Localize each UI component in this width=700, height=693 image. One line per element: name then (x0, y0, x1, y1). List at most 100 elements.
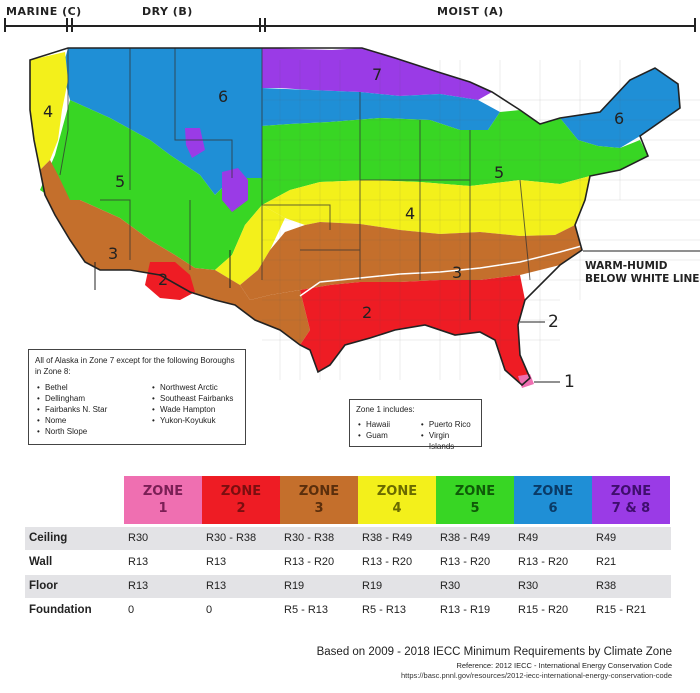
zone-label: 3 (108, 244, 118, 263)
table-cell: R49 (518, 532, 539, 544)
climate-bar-tick (264, 18, 266, 32)
zone-label: 2 (158, 270, 168, 289)
table-cell: R13 - R19 (440, 604, 491, 616)
zone-5-band (40, 100, 648, 270)
table-cell: R5 - R13 (284, 604, 329, 616)
table-cell: 0 (206, 604, 213, 616)
row-label: Foundation (29, 604, 92, 616)
table-cell: R30 (518, 580, 539, 592)
zone-header-title: ZONE (610, 484, 652, 499)
zone-header-number: 7 & 8 (611, 501, 651, 516)
zone-header-title: ZONE (376, 484, 418, 499)
zone-header-number: 2 (236, 501, 246, 516)
zone-header-2: ZONE 2 (202, 476, 280, 524)
borough-item: Bethel (37, 382, 150, 393)
borough-item: Wade Hampton (152, 404, 233, 415)
table-cell: R21 (596, 556, 617, 568)
zone-2-south (300, 275, 530, 385)
zone-header-number: 1 (158, 501, 168, 516)
zone-header-title: ZONE (454, 484, 496, 499)
zone-label: 6 (614, 109, 624, 128)
zone-label: 6 (218, 87, 228, 106)
us-outline (29, 47, 681, 387)
borough-item: North Slope (37, 426, 150, 437)
table-cell: 0 (128, 604, 135, 616)
table-cell: R13 (206, 580, 227, 592)
dry-label: DRY (B) (142, 5, 193, 18)
zone-7-pocket (222, 168, 248, 212)
territory-item: Puerto Rico (421, 419, 475, 430)
zone-header-title: ZONE (532, 484, 574, 499)
borough-item: Fairbanks N. Star (37, 404, 150, 415)
warm-humid-label: WARM-HUMID BELOW WHITE LINE (585, 260, 699, 286)
zone-header-1: ZONE 1 (124, 476, 202, 524)
zone-4-marine (30, 52, 68, 170)
warm-humid-line1: WARM-HUMID (585, 260, 668, 272)
table-row: Foundation 0 0 R5 - R13 R5 - R13 R13 - R19 R15… (25, 599, 671, 622)
table-cell: R38 (596, 580, 617, 592)
table-cell: R49 (596, 532, 617, 544)
zone-header-title: ZONE (298, 484, 340, 499)
climate-bar-tick (694, 18, 696, 32)
borough-item: Dellingham (37, 393, 150, 404)
zone-6-northeast (560, 68, 680, 148)
zone-6-central (262, 88, 500, 130)
zone-label: 2 (362, 303, 372, 322)
table-cell: R30 (440, 580, 461, 592)
row-label: Wall (29, 556, 53, 568)
moist-label: MOIST (A) (437, 5, 504, 18)
table-row: Ceiling R30 R30 - R38 R30 - R38 R38 - R49 R38… (25, 527, 671, 550)
climate-bar-tick (259, 18, 261, 32)
table-cell: R13 (128, 556, 149, 568)
zone-label: 4 (43, 102, 53, 121)
warm-humid-line (299, 244, 586, 297)
zone-3-west (40, 160, 310, 345)
climate-bar-tick (66, 18, 68, 32)
table-cell: R13 (128, 580, 149, 592)
zone-6-west (62, 48, 262, 195)
climate-bar-tick (71, 18, 73, 32)
marine-label: MARINE (C) (6, 5, 82, 18)
warm-humid-line2: BELOW WHITE LINE (585, 273, 700, 285)
table-cell: R13 - R20 (284, 556, 335, 568)
climate-zone-map: 7 6 6 5 5 4 4 3 3 2 2 (29, 47, 700, 388)
table-cell: R15 - R21 (596, 604, 647, 616)
table-row: Floor R13 R13 R19 R19 R30 R30 R38 (25, 575, 671, 598)
footer-reference: Reference: 2012 IECC - International Ene… (456, 661, 672, 670)
table-cell: R30 - R38 (206, 532, 257, 544)
zone-header-4: ZONE 4 (358, 476, 436, 524)
borough-item: Northwest Arctic (152, 382, 233, 393)
territory-item: Hawaii (358, 419, 419, 430)
borough-item: Southeast Fairbanks (152, 393, 233, 404)
zone-header-3: ZONE 3 (280, 476, 358, 524)
climate-bar-line (4, 25, 696, 27)
table-cell: R19 (362, 580, 383, 592)
row-label: Ceiling (29, 532, 68, 544)
zone-header-number: 5 (470, 501, 480, 516)
zone-2-callout: 2 (548, 312, 559, 332)
table-cell: R13 - R20 (362, 556, 413, 568)
zone-label: 3 (452, 263, 462, 282)
zone-7-north (262, 48, 492, 100)
climate-bar-tick (4, 18, 6, 32)
zone-4-band (262, 176, 590, 236)
table-cell: R30 - R38 (284, 532, 335, 544)
alaska-title: All of Alaska in Zone 7 except for the f… (35, 356, 235, 376)
zone-label: 4 (405, 204, 415, 223)
zone-1-callout: 1 (564, 372, 575, 392)
zone-label: 7 (372, 65, 382, 84)
footer-url: https://basc.pnnl.gov/resources/2012-iec… (401, 671, 672, 680)
borough-item: Yukon-Koyukuk (152, 415, 233, 426)
zone1-title: Zone 1 includes: (356, 405, 415, 414)
table-cell: R5 - R13 (362, 604, 407, 616)
alaska-info-box: All of Alaska in Zone 7 except for the f… (28, 349, 246, 445)
table-cell: R13 - R20 (440, 556, 491, 568)
table-cell: R30 (128, 532, 149, 544)
zone-header-6: ZONE 6 (514, 476, 592, 524)
zone-header-number: 4 (392, 501, 402, 516)
row-label: Floor (29, 580, 58, 592)
footer-caption: Based on 2009 - 2018 IECC Minimum Requir… (316, 646, 672, 658)
zone-label: 5 (494, 163, 504, 182)
table-cell: R13 - R20 (518, 556, 569, 568)
zone-header-title: ZONE (142, 484, 184, 499)
